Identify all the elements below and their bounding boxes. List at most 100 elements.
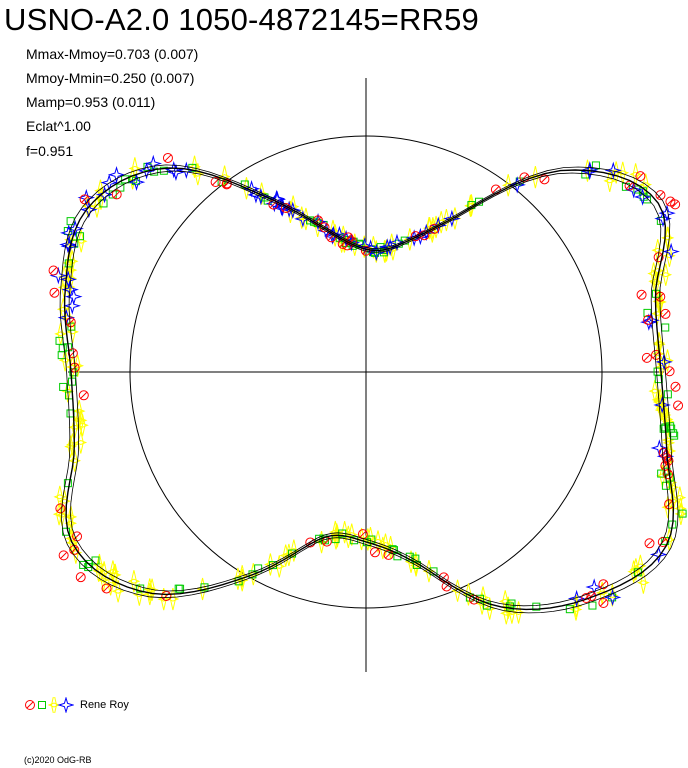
data-point-circle-slash: [665, 457, 672, 465]
data-point-circle-slash: [664, 470, 672, 478]
data-point-circle: [369, 547, 380, 558]
stat-mmoy-mmin: Mmoy-Mmin=0.250 (0.007): [26, 70, 195, 86]
data-point-square: [663, 390, 672, 399]
data-point-star: [66, 219, 84, 238]
data-point-circle-slash: [667, 198, 674, 205]
data-point-spike: [71, 354, 84, 377]
data-point-circle-slash: [50, 267, 57, 274]
data-point-circle-slash: [113, 191, 121, 198]
data-point-circle-slash: [371, 548, 379, 556]
data-point-circle-slash: [671, 201, 679, 208]
data-point-spike: [127, 570, 141, 593]
data-point-circle: [360, 245, 371, 256]
data-point-circle-slash: [643, 354, 651, 362]
data-point-square: [63, 479, 72, 488]
data-point-square: [505, 602, 514, 611]
data-point-star: [127, 173, 146, 191]
data-point-circle-slash: [674, 402, 682, 409]
data-point-circle: [651, 349, 662, 360]
data-point-square: [121, 175, 130, 184]
data-point-circle: [78, 390, 89, 401]
data-point-circle-slash: [637, 172, 644, 180]
fit-curve-line: [63, 167, 675, 611]
data-point-square: [99, 199, 108, 208]
data-point-star: [367, 243, 386, 262]
data-point-circle-slash: [660, 449, 667, 457]
page-title: USNO-A2.0 1050-4872145=RR59: [4, 2, 480, 37]
data-point-circle-slash: [470, 596, 478, 603]
data-point-circle: [162, 152, 173, 163]
data-point-circle-slash: [270, 201, 277, 208]
data-point-circle: [598, 579, 609, 590]
data-point-circle-slash: [57, 505, 64, 512]
data-point-circle-slash: [359, 530, 367, 538]
data-point-square: [654, 375, 663, 384]
data-point-circle-slash: [672, 383, 679, 391]
data-point-square: [188, 163, 197, 172]
data-point-circle: [48, 265, 59, 276]
data-point-circle: [221, 178, 232, 189]
data-point-square: [62, 527, 71, 536]
data-point-circle: [635, 171, 646, 182]
data-point-square: [591, 161, 600, 170]
data-point-circle: [539, 174, 550, 185]
data-point-square: [507, 599, 516, 608]
data-point-circle-slash: [81, 195, 89, 203]
data-point-square: [248, 570, 257, 579]
stat-eclat: Eclat^1.00: [26, 118, 91, 134]
data-point-circle-slash: [77, 573, 85, 581]
data-point-star: [355, 237, 374, 255]
data-point-circle: [75, 572, 86, 583]
data-point-star: [633, 188, 652, 206]
data-point-spike: [143, 578, 157, 601]
data-point-circle: [383, 549, 394, 560]
data-point-circle: [673, 400, 684, 411]
data-point-square: [669, 429, 678, 438]
data-point-spike: [659, 263, 673, 286]
data-point-circle: [636, 289, 647, 300]
data-point-circle: [643, 314, 654, 325]
data-point-circle: [519, 172, 530, 183]
fit-curve-line: [68, 170, 670, 607]
data-point-star: [273, 199, 291, 217]
data-point-star: [603, 588, 622, 607]
legend: Rene Roy: [24, 697, 129, 713]
observation-points: [48, 152, 688, 625]
data-point-star: [59, 270, 78, 289]
data-point-circle-slash: [69, 349, 77, 357]
data-point-circle-slash: [164, 154, 172, 162]
data-point-circle: [641, 352, 652, 363]
data-point-spike: [634, 554, 647, 578]
data-point-spike: [64, 512, 78, 535]
data-point-square: [79, 560, 88, 569]
data-point-circle-slash: [655, 253, 662, 261]
stat-frequency: f=0.951: [26, 143, 74, 159]
data-point-circle-slash: [51, 289, 58, 297]
data-point-circle: [644, 538, 655, 549]
data-point-star: [388, 233, 406, 252]
data-point-circle-slash: [323, 538, 331, 545]
data-point-circle: [161, 590, 172, 601]
data-point-star: [61, 280, 79, 299]
data-point-star: [658, 204, 676, 222]
data-point-circle: [660, 308, 671, 319]
data-point-circle: [210, 176, 221, 187]
data-point-square: [482, 601, 491, 610]
data-point-circle-slash: [638, 291, 645, 299]
data-point-square: [362, 538, 371, 547]
data-point-circle-slash: [600, 599, 607, 607]
data-point-spike: [629, 163, 643, 186]
data-point-spike: [637, 571, 650, 594]
data-point-circle: [670, 199, 681, 210]
data-point-square: [659, 424, 668, 433]
data-point-circle: [101, 583, 112, 594]
data-point-spike: [74, 431, 88, 454]
data-point-circle-slash: [223, 180, 231, 188]
data-point-star: [581, 161, 599, 179]
data-point-circle-slash: [600, 580, 607, 588]
data-point-spike: [54, 322, 67, 345]
data-point-spike: [451, 579, 464, 602]
data-point-circle-slash: [443, 583, 450, 590]
data-point-circle-slash: [492, 186, 500, 193]
